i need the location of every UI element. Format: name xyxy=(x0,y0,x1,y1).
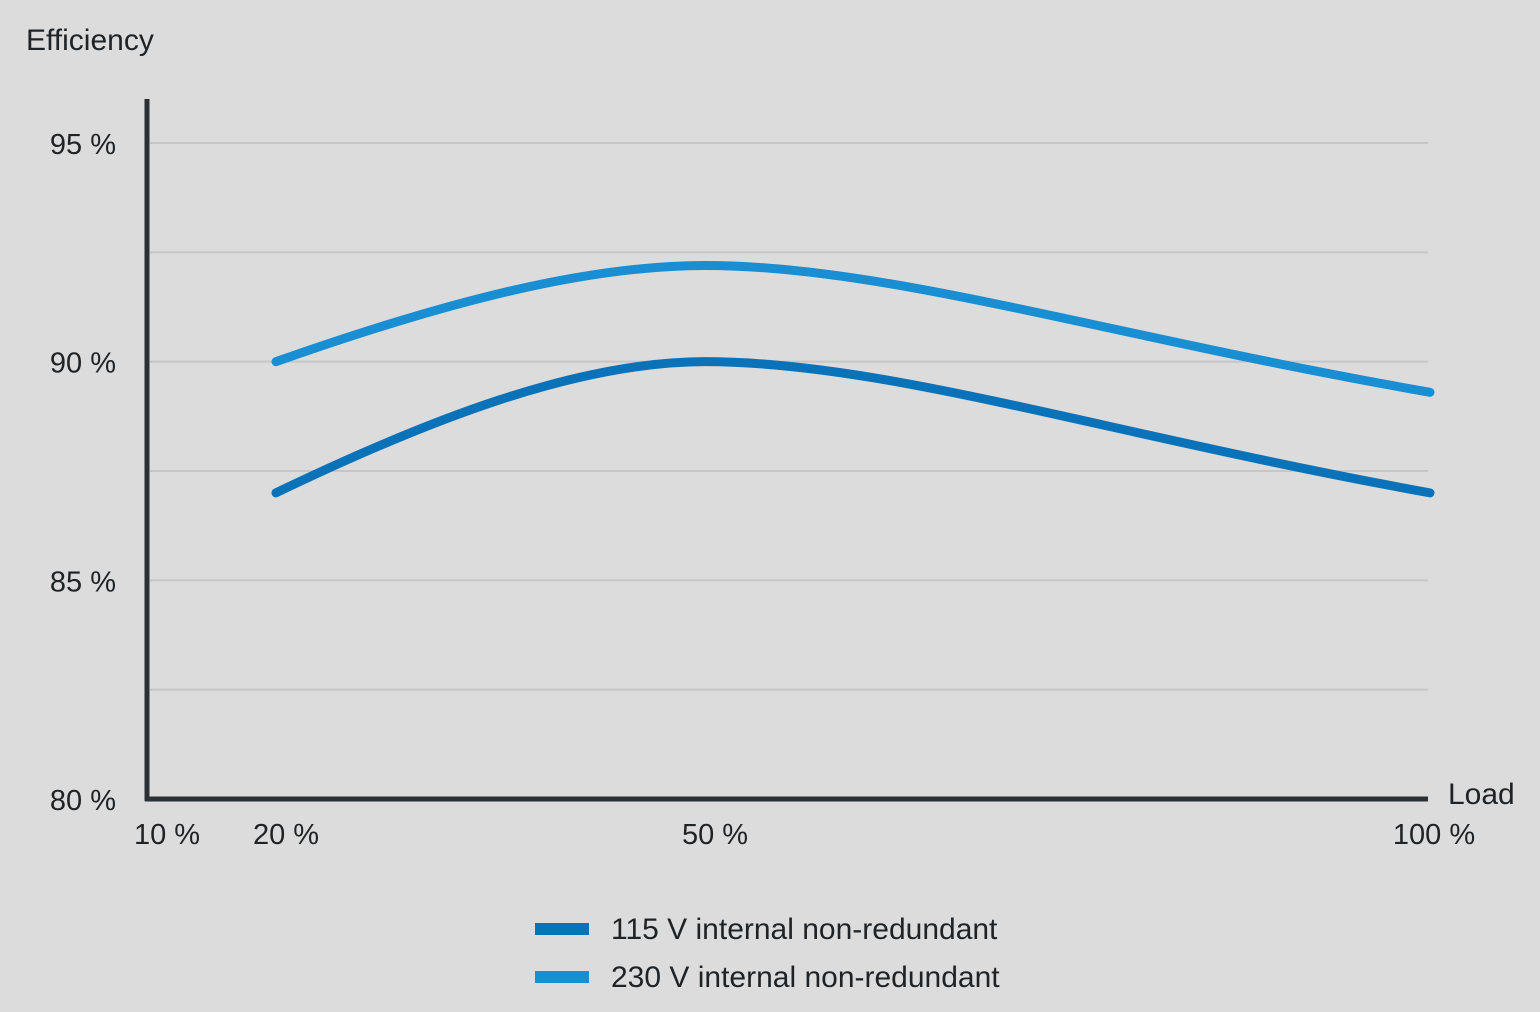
x-tick-label: 10 % xyxy=(134,819,200,851)
legend-label: 230 V internal non-redundant xyxy=(611,961,1000,994)
x-tick-label: 100 % xyxy=(1393,819,1475,851)
y-tick-label: 95 % xyxy=(50,129,116,161)
y-tick-label: 80 % xyxy=(50,785,116,817)
y-axis-title: Efficiency xyxy=(26,24,154,57)
x-tick-label: 50 % xyxy=(682,819,748,851)
legend-label: 115 V internal non-redundant xyxy=(611,913,998,946)
tick-layer: 80 % 85 % 90 % 95 % 10 % 20 % 50 % 100 % xyxy=(50,129,1475,851)
grid-layer xyxy=(150,142,1428,691)
x-axis-title: Load xyxy=(1448,778,1515,811)
series-layer xyxy=(271,260,1435,498)
legend-swatch xyxy=(535,923,589,935)
axis-layer: Efficiency Load xyxy=(26,24,1515,811)
series-line-1 xyxy=(271,357,1435,498)
y-tick-label: 90 % xyxy=(50,348,116,380)
y-tick-label: 85 % xyxy=(50,566,116,598)
x-tick-label: 20 % xyxy=(253,819,319,851)
legend-swatch xyxy=(535,971,589,983)
legend: 115 V internal non-redundant 230 V intern… xyxy=(535,913,1000,994)
series-line-2 xyxy=(271,260,1435,397)
